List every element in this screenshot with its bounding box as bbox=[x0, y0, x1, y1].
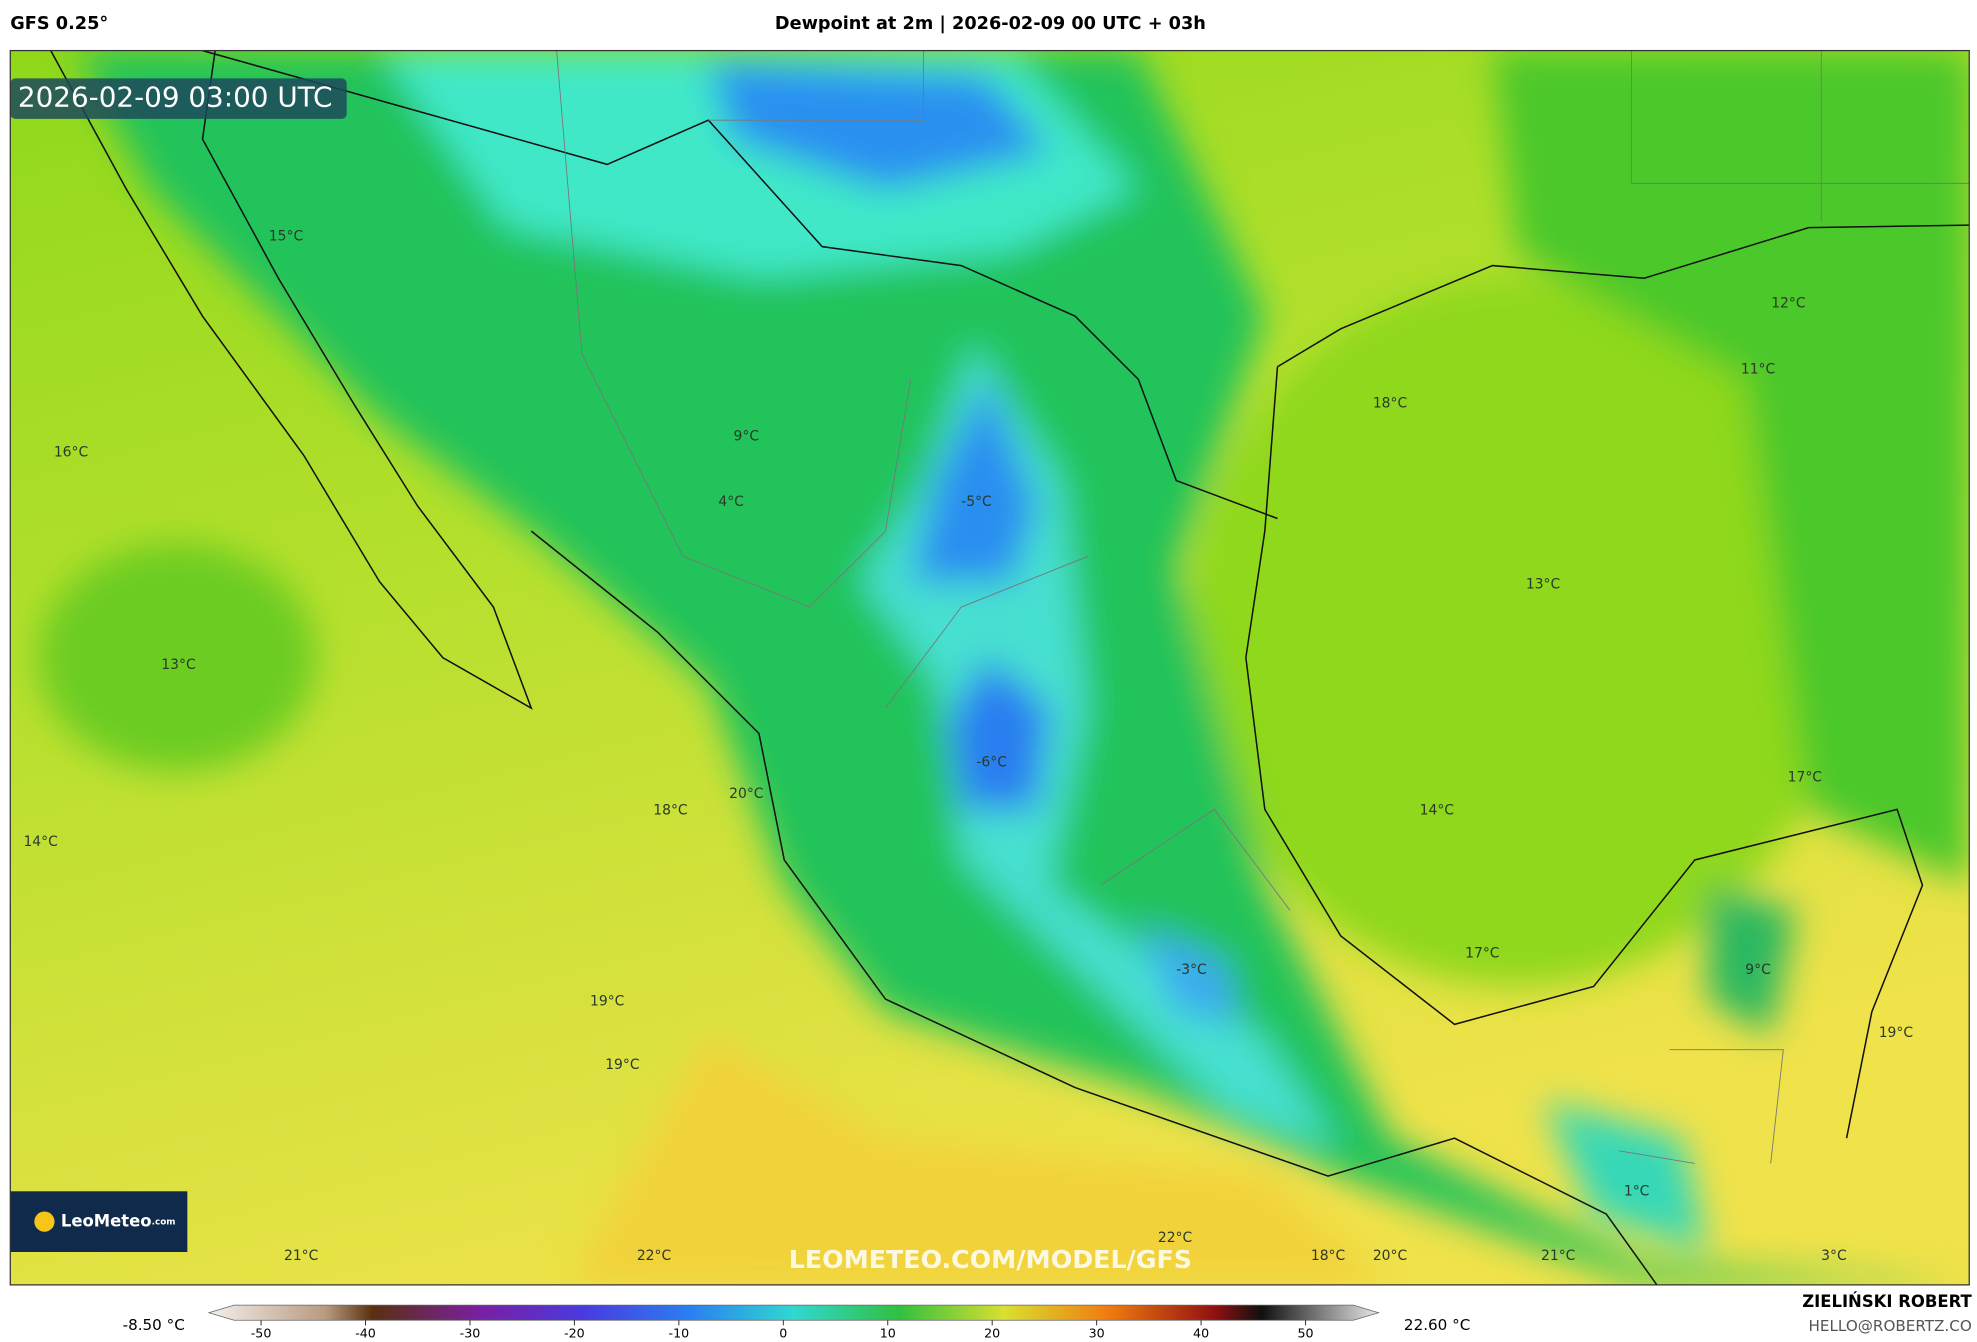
map-label: 11°C bbox=[1741, 361, 1775, 377]
map-label: 22°C bbox=[1158, 1230, 1192, 1246]
map-label: 4°C bbox=[718, 494, 744, 510]
colorbar-min: -8.50 °C bbox=[123, 1316, 185, 1334]
colorbar-tick-label: -30 bbox=[460, 1326, 481, 1338]
map-label: 12°C bbox=[1771, 296, 1805, 312]
map-label: 15°C bbox=[269, 228, 303, 244]
map-label: 19°C bbox=[1879, 1025, 1913, 1041]
map-label: 21°C bbox=[1541, 1248, 1575, 1264]
map-label: -6°C bbox=[976, 755, 1007, 771]
map-label: -3°C bbox=[1176, 962, 1207, 978]
colorbar-tick-label: 30 bbox=[1089, 1326, 1105, 1338]
map-label: 20°C bbox=[729, 786, 763, 802]
map-label: 19°C bbox=[590, 994, 624, 1010]
map-label: 16°C bbox=[54, 445, 88, 461]
map-label: 21°C bbox=[284, 1248, 318, 1264]
colorbar-tick-label: -40 bbox=[355, 1326, 376, 1338]
timestamp: 2026-02-09 03:00 UTC bbox=[18, 81, 333, 114]
map-label: 13°C bbox=[1526, 576, 1560, 592]
logo-suffix: .com bbox=[152, 1217, 176, 1227]
map-label: 18°C bbox=[1311, 1248, 1345, 1264]
colorbar-tick-label: 50 bbox=[1297, 1326, 1313, 1338]
map-label: 18°C bbox=[653, 803, 687, 819]
map-title: Dewpoint at 2m | 2026-02-09 00 UTC + 03h bbox=[775, 14, 1206, 34]
colorbar-tick-label: 0 bbox=[779, 1326, 787, 1338]
map-label: 20°C bbox=[1373, 1248, 1407, 1264]
map-label: 19°C bbox=[605, 1057, 639, 1073]
colorbar-tick-label: 40 bbox=[1193, 1326, 1209, 1338]
map-label: 9°C bbox=[734, 428, 760, 444]
map: 2026-02-09 03:00 UTC LEOMETEO.COM/MODEL/… bbox=[10, 50, 1970, 1285]
map-label: 14°C bbox=[23, 834, 57, 850]
map-label: 13°C bbox=[161, 657, 195, 673]
logo: LeoMeteo.com bbox=[61, 1211, 176, 1230]
map-label: 17°C bbox=[1465, 946, 1499, 962]
map-label: 1°C bbox=[1624, 1183, 1650, 1199]
map-label: -5°C bbox=[961, 494, 992, 510]
colorbar-tick-label: -10 bbox=[669, 1326, 690, 1338]
colorbar-tick-label: 10 bbox=[880, 1326, 896, 1338]
map-label: 3°C bbox=[1821, 1248, 1847, 1264]
map-label: 18°C bbox=[1373, 395, 1407, 411]
colorbar-max: 22.60 °C bbox=[1404, 1316, 1470, 1334]
map-label: 14°C bbox=[1420, 803, 1454, 819]
email: HELLO@ROBERTZ.CO bbox=[1809, 1317, 1972, 1335]
colorbar-tick-label: -50 bbox=[251, 1326, 272, 1338]
model-name: GFS 0.25° bbox=[10, 14, 108, 34]
map-frame bbox=[9, 49, 1970, 1286]
map-label: 17°C bbox=[1788, 770, 1822, 786]
map-label: 22°C bbox=[637, 1248, 671, 1264]
watermark: LEOMETEO.COM/MODEL/GFS bbox=[789, 1245, 1192, 1274]
colorbar-tick-label: -20 bbox=[564, 1326, 585, 1338]
colorbar bbox=[207, 1304, 1380, 1321]
logo-name: LeoMeteo bbox=[61, 1211, 152, 1230]
map-label: 9°C bbox=[1745, 962, 1771, 978]
colorbar-tick-label: 20 bbox=[984, 1326, 1000, 1338]
author: ZIELIŃSKI ROBERT bbox=[1802, 1292, 1972, 1311]
